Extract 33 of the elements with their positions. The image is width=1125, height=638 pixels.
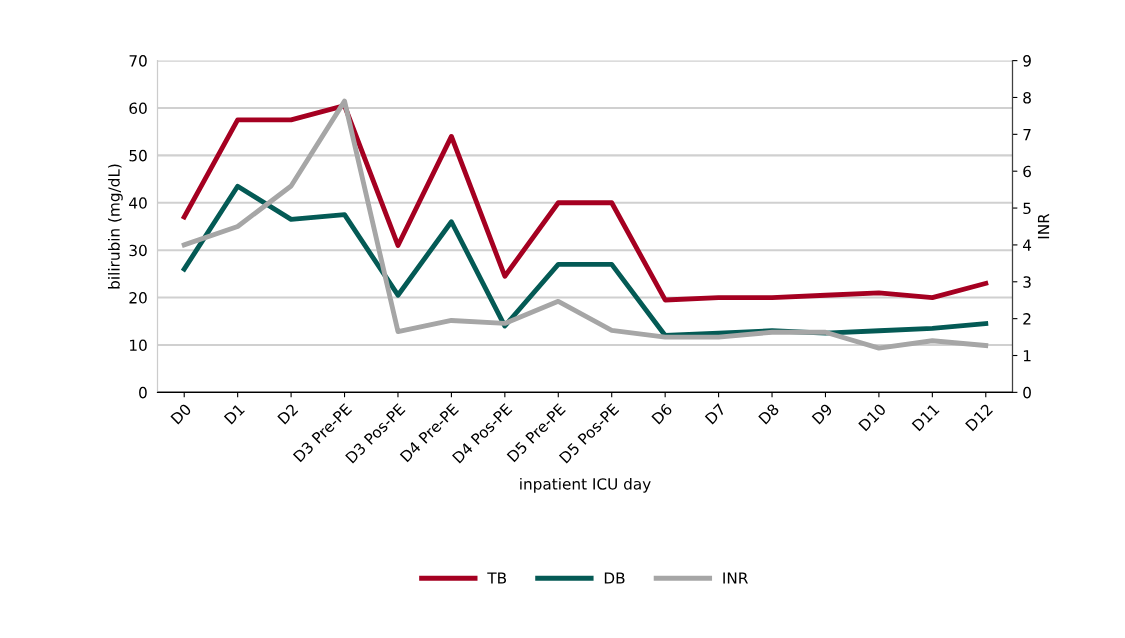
- y2-tick-label: 5: [1023, 202, 1031, 215]
- y-tick-label: 40: [129, 197, 147, 209]
- legend-label: DB: [604, 572, 625, 584]
- y-axis-title: bilirubin (mg/dL): [108, 164, 123, 289]
- legend-label: INR: [723, 572, 748, 584]
- legend-label: TB: [487, 572, 507, 584]
- y2-tick-label: 0: [1023, 386, 1031, 399]
- x-axis-title: inpatient ICU day: [520, 477, 651, 493]
- x-tick-label: D8: [758, 403, 780, 425]
- line-series: [181, 103, 989, 303]
- x-tick-label: D9: [811, 403, 834, 425]
- y2-tick-label: 6: [1023, 165, 1031, 178]
- y-tick-label: 20: [129, 292, 147, 304]
- y2-axis-title: INR: [1037, 213, 1050, 239]
- y2-tick-label: 9: [1023, 55, 1031, 67]
- y-tick-label: 50: [129, 149, 147, 162]
- x-tick-label: D0: [170, 403, 192, 425]
- y2-tick-label: 3: [1023, 276, 1031, 288]
- x-tick-label: D6: [651, 402, 673, 425]
- y-tick-label: 30: [129, 244, 147, 257]
- y2-tick-label: 4: [1022, 239, 1032, 251]
- x-tick-label: D1: [223, 403, 245, 425]
- y2-tick-label: 7: [1023, 129, 1031, 141]
- y2-tick-label: 1: [1023, 350, 1031, 362]
- y2-tick-label: 8: [1023, 91, 1031, 104]
- x-tick-label: D2: [277, 403, 299, 425]
- x-tick-label: D7: [704, 403, 726, 425]
- y-tick-label: 70: [129, 55, 147, 67]
- y-tick-label: 60: [129, 102, 147, 115]
- line-series: [181, 98, 989, 351]
- y-tick-label: 0: [139, 386, 147, 399]
- y2-tick-label: 2: [1023, 313, 1031, 325]
- y-tick-label: 10: [130, 339, 147, 351]
